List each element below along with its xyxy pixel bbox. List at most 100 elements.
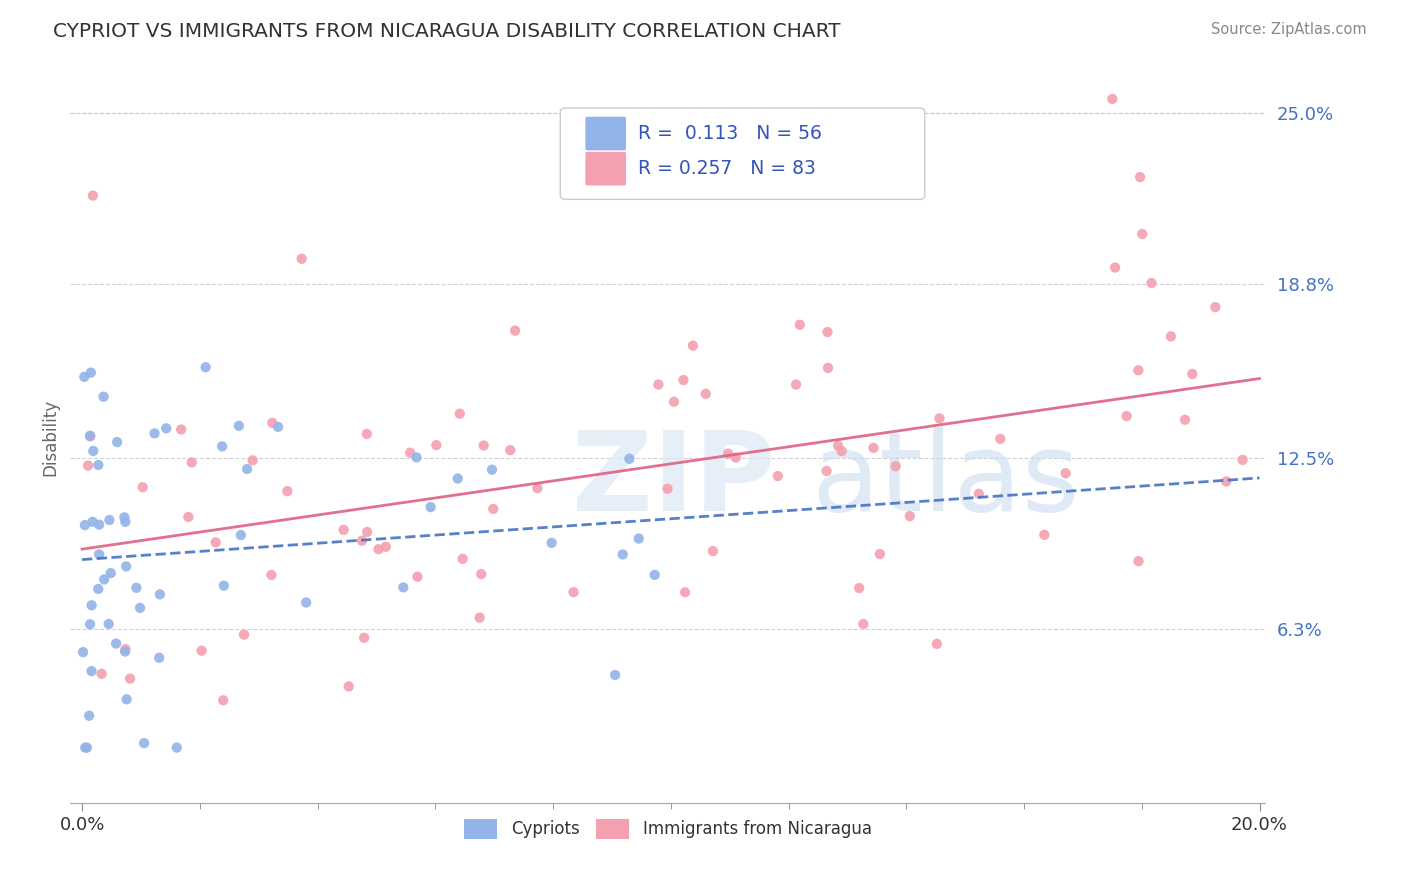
Point — [276, 484, 298, 499]
Point — [1033, 528, 1056, 542]
Point — [1115, 409, 1137, 423]
Point — [229, 528, 252, 542]
Point — [82, 444, 104, 458]
Text: atlas: atlas — [811, 427, 1080, 534]
Point — [367, 542, 389, 557]
Point — [120, 672, 142, 686]
Point — [766, 469, 789, 483]
Point — [499, 443, 522, 458]
Point — [673, 585, 696, 599]
Point — [785, 377, 807, 392]
Point — [657, 482, 679, 496]
Point — [928, 411, 950, 425]
Point — [1204, 300, 1226, 314]
Point — [80, 366, 103, 380]
Point — [695, 387, 717, 401]
Point — [449, 407, 471, 421]
Point — [155, 421, 177, 435]
Y-axis label: Disability: Disability — [41, 399, 59, 475]
Point — [1128, 363, 1150, 377]
Point — [77, 708, 100, 723]
Point — [1140, 276, 1163, 290]
Point — [87, 458, 110, 472]
Point — [194, 360, 217, 375]
Point — [1054, 467, 1077, 481]
Point — [125, 581, 148, 595]
Point — [967, 487, 990, 501]
Point — [1174, 413, 1197, 427]
Point — [190, 643, 212, 657]
Point — [180, 455, 202, 469]
Point — [817, 360, 839, 375]
Point — [627, 532, 650, 546]
FancyBboxPatch shape — [585, 117, 626, 151]
Point — [1181, 367, 1204, 381]
Point — [236, 462, 259, 476]
Point — [644, 567, 666, 582]
Point — [211, 439, 233, 453]
Point — [988, 432, 1011, 446]
Point — [242, 453, 264, 467]
Point — [353, 631, 375, 645]
Point — [233, 627, 256, 641]
Point — [337, 680, 360, 694]
Point — [399, 445, 422, 459]
Point — [115, 692, 138, 706]
Point — [1128, 554, 1150, 568]
Point — [132, 736, 155, 750]
Point — [468, 610, 491, 624]
Point — [481, 463, 503, 477]
Point — [848, 581, 870, 595]
Point — [82, 188, 104, 202]
Point — [260, 568, 283, 582]
Point — [612, 548, 634, 562]
Point — [925, 637, 948, 651]
Point — [356, 426, 378, 441]
Point — [129, 600, 152, 615]
Point — [89, 548, 111, 562]
Point — [1215, 475, 1237, 489]
Point — [392, 580, 415, 594]
Point — [77, 458, 100, 473]
Point — [1104, 260, 1126, 275]
Point — [702, 544, 724, 558]
Point — [827, 439, 849, 453]
Text: ZIP: ZIP — [572, 427, 776, 534]
Point — [79, 617, 101, 632]
Point — [112, 510, 135, 524]
Text: R =  0.113   N = 56: R = 0.113 N = 56 — [638, 124, 823, 143]
Point — [80, 664, 103, 678]
Point — [672, 373, 695, 387]
Point — [87, 582, 110, 596]
Point — [526, 481, 548, 495]
Point — [105, 636, 128, 650]
Point — [356, 524, 378, 539]
Point — [862, 441, 884, 455]
Point — [884, 459, 907, 474]
Point — [73, 518, 96, 533]
Point — [603, 668, 626, 682]
Point — [72, 645, 94, 659]
Point — [212, 579, 235, 593]
Point — [166, 740, 188, 755]
Point — [79, 429, 101, 443]
Point — [114, 642, 136, 657]
Text: R = 0.257   N = 83: R = 0.257 N = 83 — [638, 159, 815, 178]
Point — [898, 509, 921, 524]
FancyBboxPatch shape — [585, 152, 626, 186]
Point — [425, 438, 447, 452]
Point — [405, 450, 427, 465]
Point — [148, 650, 170, 665]
Point — [291, 252, 314, 266]
Point — [619, 451, 641, 466]
Point — [114, 515, 136, 529]
Point — [115, 559, 138, 574]
Point — [75, 740, 97, 755]
Point — [815, 464, 838, 478]
Point — [89, 517, 111, 532]
Point — [350, 533, 373, 548]
Point — [149, 587, 172, 601]
Point — [789, 318, 811, 332]
Point — [852, 617, 875, 632]
Point — [98, 513, 121, 527]
